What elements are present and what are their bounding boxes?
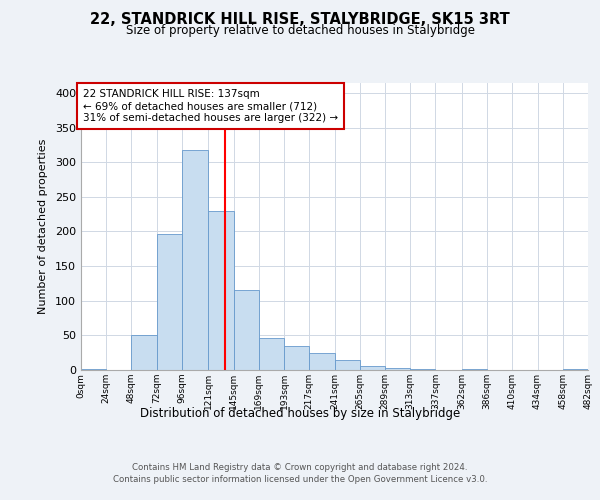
- Text: 22 STANDRICK HILL RISE: 137sqm
← 69% of detached houses are smaller (712)
31% of: 22 STANDRICK HILL RISE: 137sqm ← 69% of …: [83, 90, 338, 122]
- Bar: [131, 334, 157, 370]
- Text: Contains HM Land Registry data © Crown copyright and database right 2024.: Contains HM Land Registry data © Crown c…: [132, 462, 468, 471]
- Text: Contains public sector information licensed under the Open Government Licence v3: Contains public sector information licen…: [113, 475, 487, 484]
- Bar: [309, 352, 335, 370]
- Bar: [360, 366, 385, 370]
- Text: Distribution of detached houses by size in Stalybridge: Distribution of detached houses by size …: [140, 408, 460, 420]
- Text: Size of property relative to detached houses in Stalybridge: Size of property relative to detached ho…: [125, 24, 475, 37]
- Bar: [259, 338, 284, 370]
- Bar: [157, 234, 182, 370]
- Bar: [81, 368, 106, 370]
- Bar: [563, 368, 588, 370]
- Y-axis label: Number of detached properties: Number of detached properties: [38, 138, 48, 314]
- Bar: [233, 290, 259, 370]
- Bar: [385, 368, 410, 370]
- Bar: [208, 212, 233, 370]
- Bar: [182, 150, 208, 370]
- Bar: [284, 346, 309, 370]
- Bar: [335, 360, 360, 370]
- Text: 22, STANDRICK HILL RISE, STALYBRIDGE, SK15 3RT: 22, STANDRICK HILL RISE, STALYBRIDGE, SK…: [90, 12, 510, 28]
